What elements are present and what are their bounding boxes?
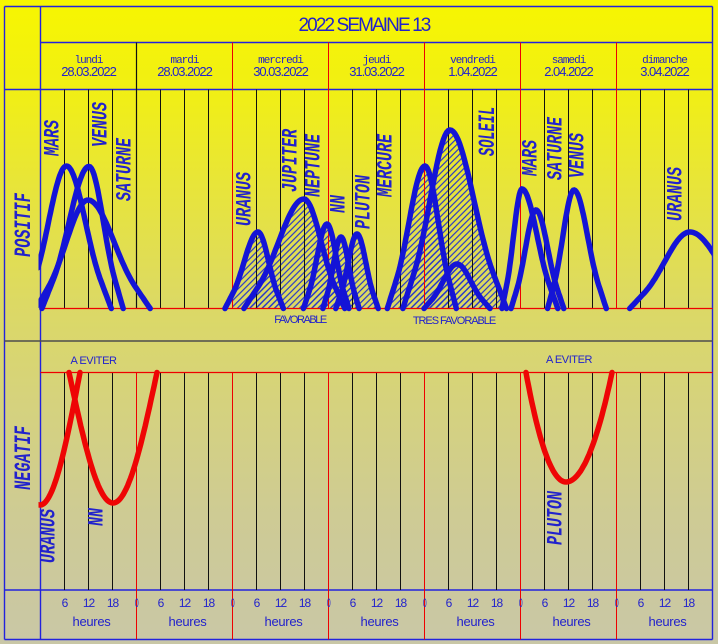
svg-text:18: 18 — [395, 596, 408, 610]
svg-text:1.04.2022: 1.04.2022 — [448, 64, 497, 79]
svg-text:18: 18 — [491, 596, 504, 610]
svg-text:heures: heures — [457, 614, 496, 629]
svg-text:3.04.2022: 3.04.2022 — [640, 64, 689, 79]
svg-text:0: 0 — [135, 597, 138, 611]
svg-text:jeudi: jeudi — [362, 55, 391, 67]
svg-text:12: 12 — [179, 596, 192, 610]
svg-text:30.03.2022: 30.03.2022 — [253, 64, 308, 79]
svg-text:heures: heures — [265, 614, 304, 629]
svg-text:SATURNE: SATURNE — [112, 137, 138, 201]
svg-text:28.03.2022: 28.03.2022 — [157, 64, 212, 79]
svg-text:TRES FAVORABLE: TRES FAVORABLE — [413, 315, 496, 327]
svg-text:NEGATIF: NEGATIF — [11, 425, 37, 490]
svg-text:0: 0 — [615, 597, 618, 611]
svg-text:heures: heures — [73, 614, 112, 629]
svg-text:18: 18 — [683, 596, 696, 610]
svg-text:6: 6 — [638, 596, 645, 610]
svg-text:0: 0 — [423, 597, 426, 611]
svg-text:heures: heures — [361, 614, 400, 629]
svg-text:mercredi: mercredi — [258, 55, 304, 67]
svg-text:A EVITER: A EVITER — [71, 355, 117, 367]
svg-text:0: 0 — [327, 597, 330, 611]
svg-text:12: 12 — [563, 596, 576, 610]
svg-text:0: 0 — [519, 597, 522, 611]
svg-text:lundi: lundi — [74, 55, 103, 67]
svg-text:SOLEIL: SOLEIL — [474, 107, 501, 156]
svg-text:18: 18 — [203, 596, 216, 610]
svg-text:28.03.2022: 28.03.2022 — [61, 64, 116, 79]
svg-text:6: 6 — [62, 596, 69, 610]
svg-text:PLUTON: PLUTON — [351, 174, 377, 229]
svg-text:heures: heures — [649, 614, 688, 629]
svg-text:A EVITER: A EVITER — [546, 354, 592, 366]
svg-text:VENUS: VENUS — [565, 132, 591, 178]
svg-text:FAVORABLE: FAVORABLE — [274, 314, 327, 326]
svg-text:VENUS: VENUS — [88, 101, 114, 147]
svg-text:URANUS: URANUS — [663, 166, 689, 221]
svg-text:0: 0 — [231, 597, 234, 611]
svg-text:18: 18 — [587, 596, 600, 610]
svg-text:PLUTON: PLUTON — [543, 490, 569, 545]
svg-text:18: 18 — [299, 596, 312, 610]
svg-text:31.03.2022: 31.03.2022 — [349, 64, 404, 79]
svg-text:vendredi: vendredi — [450, 55, 496, 67]
svg-text:6: 6 — [254, 596, 261, 610]
svg-text:MARS: MARS — [40, 119, 66, 156]
svg-text:POSITIF: POSITIF — [11, 192, 37, 257]
svg-text:NN: NN — [84, 507, 110, 526]
svg-text:2.04.2022: 2.04.2022 — [544, 64, 593, 79]
svg-text:heures: heures — [553, 614, 592, 629]
svg-text:URANUS: URANUS — [232, 171, 258, 226]
svg-text:NEPTUNE: NEPTUNE — [301, 133, 327, 197]
svg-text:12: 12 — [659, 596, 672, 610]
svg-text:samedi: samedi — [552, 55, 587, 67]
svg-text:2022 SEMAINE 13: 2022 SEMAINE 13 — [299, 15, 431, 36]
svg-text:dimanche: dimanche — [642, 55, 687, 67]
svg-text:mardi: mardi — [170, 55, 199, 67]
svg-text:NN: NN — [326, 194, 352, 213]
svg-text:6: 6 — [158, 596, 165, 610]
svg-text:URANUS: URANUS — [36, 508, 62, 563]
svg-text:heures: heures — [169, 614, 208, 629]
svg-text:6: 6 — [542, 596, 549, 610]
svg-text:MARS: MARS — [518, 139, 544, 176]
svg-text:12: 12 — [467, 596, 480, 610]
svg-text:12: 12 — [275, 596, 288, 610]
svg-text:12: 12 — [371, 596, 384, 610]
svg-text:MERCURE: MERCURE — [373, 133, 399, 197]
svg-text:18: 18 — [107, 596, 120, 610]
svg-text:12: 12 — [83, 596, 96, 610]
svg-text:6: 6 — [446, 596, 453, 610]
svg-text:SATURNE: SATURNE — [543, 116, 569, 180]
svg-text:6: 6 — [350, 596, 357, 610]
svg-text:JUPITER: JUPITER — [278, 128, 304, 192]
